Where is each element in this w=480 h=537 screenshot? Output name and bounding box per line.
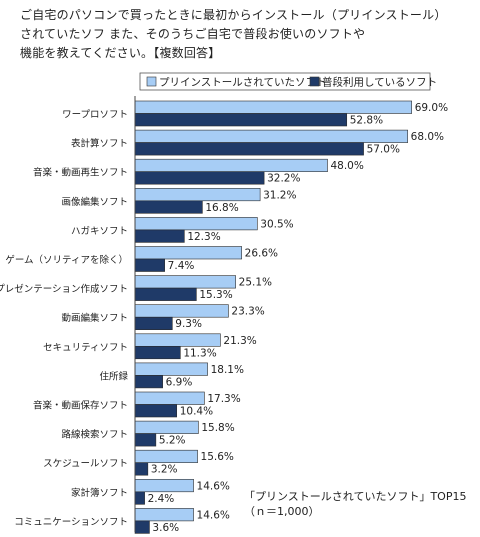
value-label-daily-use: 5.2% bbox=[159, 435, 186, 447]
value-label-daily-use: 57.0% bbox=[367, 144, 400, 156]
value-label-daily-use: 52.8% bbox=[350, 115, 383, 127]
bar-daily-use bbox=[134, 113, 348, 127]
value-label-daily-use: 12.3% bbox=[187, 231, 220, 243]
value-label-preinstalled: 69.0% bbox=[415, 102, 448, 114]
bar-daily-use bbox=[134, 404, 178, 418]
category-label: プレゼンテーション作成ソフト bbox=[0, 283, 128, 295]
value-label-daily-use: 10.4% bbox=[180, 406, 213, 418]
category-label: 音楽・動画再生ソフト bbox=[33, 167, 128, 179]
value-label-daily-use: 15.3% bbox=[199, 289, 232, 301]
legend-swatch-daily-use bbox=[309, 76, 320, 87]
question-line-1: ご自宅のパソコンで買ったときに最初からインストール（プリインストール） bbox=[20, 8, 447, 22]
value-label-preinstalled: 15.6% bbox=[201, 451, 234, 463]
category-label: 路線検索ソフト bbox=[61, 429, 128, 441]
bar-daily-use bbox=[134, 345, 181, 360]
value-label-preinstalled: 48.0% bbox=[330, 160, 363, 172]
bar-daily-use bbox=[134, 520, 150, 534]
bar-preinstalled bbox=[134, 420, 199, 434]
question-line-2: されていたソフ また、そのうちご自宅で普段お使いのソフトや bbox=[20, 27, 366, 41]
value-label-daily-use: 7.4% bbox=[168, 260, 195, 272]
legend: プリインストールされていたソフト 普段利用しているソフト bbox=[139, 72, 437, 91]
category-label: ゲーム（ソリティアを除く） bbox=[5, 254, 128, 266]
value-label-preinstalled: 30.5% bbox=[260, 218, 293, 230]
value-label-preinstalled: 21.3% bbox=[223, 335, 256, 347]
bar-preinstalled bbox=[134, 158, 328, 172]
bar-daily-use bbox=[134, 375, 163, 389]
value-label-daily-use: 9.3% bbox=[175, 318, 202, 330]
value-label-daily-use: 16.8% bbox=[205, 202, 238, 214]
bar-preinstalled bbox=[134, 391, 205, 405]
legend-box bbox=[139, 72, 431, 91]
chart-note: 「プリンストールされていたソフト」TOP15 （ｎ＝1,000） bbox=[244, 489, 466, 519]
bar-preinstalled bbox=[134, 478, 194, 493]
category-label: コミュニケーションソフト bbox=[14, 517, 128, 528]
bar-daily-use bbox=[134, 200, 203, 214]
bar-preinstalled bbox=[134, 449, 198, 464]
bar-daily-use bbox=[134, 142, 364, 156]
value-label-preinstalled: 68.0% bbox=[411, 131, 444, 143]
question-line-3: 機能を教えてください。【複数回答】 bbox=[20, 46, 221, 60]
legend-swatch-preinstalled bbox=[146, 76, 157, 87]
bar-daily-use bbox=[134, 491, 145, 505]
bar-daily-use bbox=[134, 433, 157, 447]
bar-preinstalled bbox=[134, 508, 194, 522]
value-label-daily-use: 3.2% bbox=[151, 464, 178, 476]
value-label-preinstalled: 31.2% bbox=[263, 189, 296, 201]
value-label-daily-use: 6.9% bbox=[166, 376, 193, 388]
category-label: セキュリティソフト bbox=[43, 342, 128, 353]
bar-preinstalled bbox=[134, 304, 229, 318]
value-label-preinstalled: 18.1% bbox=[211, 364, 244, 376]
bar-preinstalled bbox=[134, 362, 208, 376]
category-label: 表計算ソフト bbox=[71, 138, 128, 150]
bar-daily-use bbox=[134, 316, 173, 331]
note-title: 「プリンストールされていたソフト」TOP15 bbox=[244, 490, 467, 503]
value-label-preinstalled: 25.1% bbox=[239, 277, 272, 289]
value-label-daily-use: 3.6% bbox=[152, 522, 179, 534]
value-label-preinstalled: 14.6% bbox=[197, 509, 230, 521]
bar-preinstalled bbox=[134, 129, 408, 143]
bar-daily-use bbox=[134, 229, 185, 243]
question-text: ご自宅のパソコンで買ったときに最初からインストール（プリインストール） されてい… bbox=[20, 6, 460, 63]
legend-label-preinstalled: プリインストールされていたソフト bbox=[159, 77, 326, 89]
category-label: 住所録 bbox=[99, 370, 128, 382]
category-label: 家計簿ソフト bbox=[71, 487, 128, 499]
bar-preinstalled bbox=[134, 333, 221, 347]
value-label-preinstalled: 14.6% bbox=[197, 480, 230, 492]
bar-preinstalled bbox=[134, 188, 261, 202]
category-label: 画像編集ソフト bbox=[61, 196, 128, 208]
category-label: 音楽・動画保存ソフト bbox=[33, 400, 128, 412]
bar-daily-use bbox=[134, 462, 149, 476]
category-label: 動画編集ソフト bbox=[61, 312, 128, 324]
bar-preinstalled bbox=[134, 275, 236, 289]
value-label-preinstalled: 15.8% bbox=[201, 422, 234, 434]
value-label-preinstalled: 17.3% bbox=[207, 393, 240, 405]
value-label-daily-use: 2.4% bbox=[148, 493, 175, 505]
category-label: ハガキソフト bbox=[71, 226, 128, 237]
bar-daily-use bbox=[134, 287, 197, 301]
bar-preinstalled bbox=[134, 246, 242, 260]
value-label-daily-use: 11.3% bbox=[183, 347, 216, 359]
bar-daily-use bbox=[134, 171, 265, 185]
note-sample-size: （ｎ＝1,000） bbox=[244, 505, 320, 518]
legend-label-daily-use: 普段利用しているソフト bbox=[322, 76, 437, 89]
category-label: スケジュールソフト bbox=[43, 459, 128, 470]
value-label-daily-use: 32.2% bbox=[267, 173, 300, 185]
bar-daily-use bbox=[134, 258, 165, 272]
value-label-preinstalled: 26.6% bbox=[245, 248, 278, 260]
value-label-preinstalled: 23.3% bbox=[231, 306, 264, 318]
bar-preinstalled bbox=[134, 217, 258, 231]
category-label: ワープロソフト bbox=[62, 110, 128, 121]
chart-bars: ワープロソフト 69.0% 52.8% 表計算ソフト 68.0% 57.0% 音楽・動画再生… bbox=[0, 100, 448, 534]
bar-preinstalled bbox=[134, 100, 412, 114]
